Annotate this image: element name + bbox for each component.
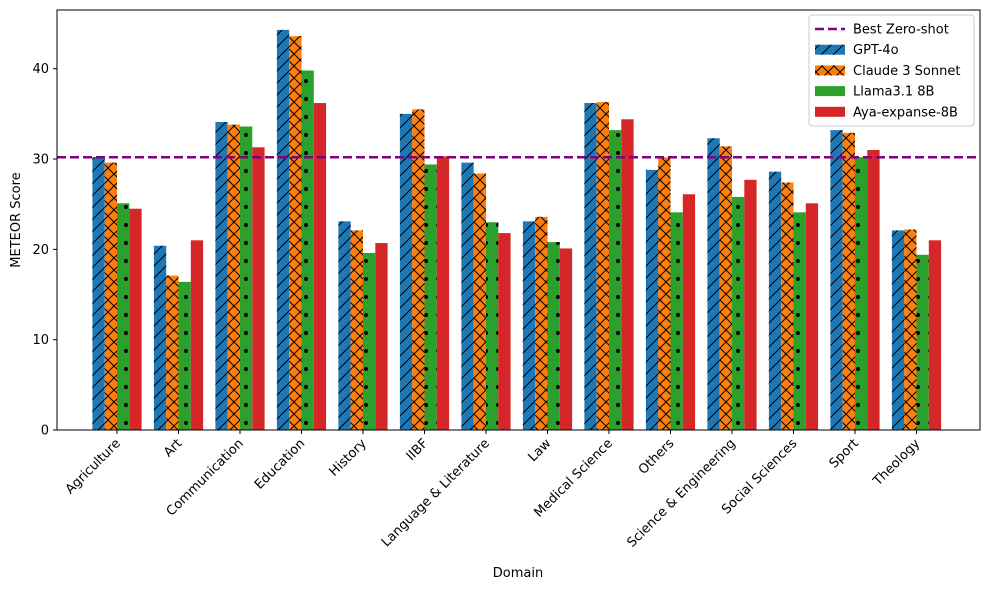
legend: Best Zero-shot GPT-4o Claude 3 Sonnet Llama… — [808, 14, 975, 127]
x-tick-label: Science & Engineering — [624, 436, 738, 550]
bar-hatch — [547, 242, 560, 430]
bar-hatch — [719, 146, 732, 431]
bar — [190, 240, 204, 430]
bar — [252, 147, 265, 430]
bar-hatch — [855, 157, 868, 430]
x-tick-label: History — [327, 436, 371, 480]
bar-hatch — [781, 182, 794, 430]
bar — [682, 194, 696, 430]
x-tick-label: IIBF — [404, 436, 432, 464]
x-tick-label: Language & Literature — [379, 436, 493, 550]
bar-hatch — [104, 162, 117, 431]
bar-hatch — [92, 157, 105, 430]
bar — [928, 240, 942, 430]
legend-swatch-hatch — [815, 44, 845, 55]
bar-hatch — [338, 221, 351, 430]
x-tick-label: Law — [525, 436, 554, 465]
legend-swatch-hatch — [815, 86, 845, 97]
legend-box — [808, 14, 975, 127]
bar-hatch — [522, 221, 536, 430]
x-tick-label: Others — [636, 436, 678, 478]
x-tick-label: Agriculture — [63, 436, 124, 497]
bar-hatch — [399, 113, 413, 430]
bar-hatch — [535, 216, 548, 430]
legend-label: Aya-expanse-8B — [853, 105, 958, 120]
bar-hatch — [486, 222, 499, 430]
bar-hatch — [658, 157, 671, 430]
bar-hatch — [584, 103, 597, 430]
bar-hatch — [240, 126, 253, 431]
x-axis-label: Domain — [493, 566, 543, 581]
legend-label: Llama3.1 8B — [853, 85, 934, 100]
series-gpt-4o — [92, 29, 905, 431]
bar-hatch — [461, 162, 474, 431]
bar-hatch — [350, 230, 363, 430]
x-tick-label: Art — [161, 436, 185, 460]
x-tick-label: Education — [252, 436, 308, 492]
x-tick-label: Theology — [870, 436, 924, 490]
bar — [313, 103, 327, 430]
bar-hatch — [670, 212, 683, 430]
bar-hatch — [891, 230, 905, 430]
bar-hatch — [842, 132, 855, 430]
y-tick-label: 10 — [32, 333, 49, 348]
x-tick-label: Sport — [827, 436, 862, 471]
bar-hatch — [363, 252, 376, 430]
bar-hatch — [301, 70, 314, 431]
axes-frame — [56, 9, 981, 431]
y-axis-label: METEOR Score — [9, 172, 24, 267]
bar — [559, 248, 573, 430]
series-llama3-1-8b — [117, 70, 929, 431]
bars-layer — [92, 29, 942, 431]
bar-hatch — [166, 275, 179, 430]
series-aya-expanse-8b — [129, 103, 942, 431]
legend-swatch-hatch — [815, 65, 845, 76]
bar-hatch — [707, 138, 720, 431]
bar-hatch — [732, 196, 745, 430]
bar-hatch — [227, 124, 240, 430]
bar-hatch — [645, 169, 659, 430]
bar-hatch — [916, 254, 929, 430]
bar — [805, 203, 819, 430]
bar-hatch — [596, 102, 609, 431]
bar-hatch — [904, 229, 917, 430]
bar-hatch — [178, 281, 191, 430]
bar — [375, 243, 388, 430]
bar — [129, 208, 142, 430]
bar-hatch — [412, 109, 425, 431]
bar — [867, 150, 880, 430]
bar-hatch — [215, 122, 228, 430]
y-tick-label: 40 — [32, 62, 49, 77]
bar-hatch — [609, 130, 622, 430]
y-tick-label: 20 — [32, 243, 49, 258]
y-tick-label: 30 — [32, 153, 49, 168]
bar-hatch — [117, 203, 130, 430]
bar-hatch — [289, 36, 302, 431]
bar — [498, 233, 511, 430]
series-claude-3-sonnet — [104, 36, 917, 431]
legend-label: Best Zero-shot — [853, 23, 949, 38]
bar-hatch — [793, 212, 806, 430]
bar — [436, 156, 450, 431]
y-tick-label: 0 — [41, 424, 49, 439]
bar-hatch — [276, 29, 290, 430]
bar-hatch — [768, 171, 782, 430]
bar — [621, 119, 634, 431]
legend-label: Claude 3 Sonnet — [853, 64, 960, 79]
legend-label: GPT-4o — [853, 43, 899, 58]
bar — [744, 179, 757, 430]
legend-swatch — [815, 106, 845, 117]
bar-hatch — [473, 173, 486, 430]
bar-hatch — [424, 164, 437, 431]
bar-hatch — [830, 130, 843, 430]
bar-hatch — [153, 245, 167, 430]
